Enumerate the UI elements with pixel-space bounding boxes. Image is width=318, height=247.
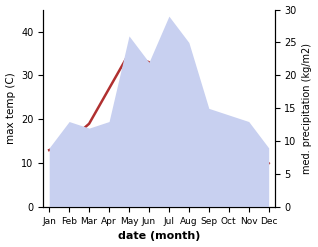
Y-axis label: max temp (C): max temp (C) [5, 72, 16, 144]
Y-axis label: med. precipitation (kg/m2): med. precipitation (kg/m2) [302, 43, 313, 174]
X-axis label: date (month): date (month) [118, 231, 200, 242]
